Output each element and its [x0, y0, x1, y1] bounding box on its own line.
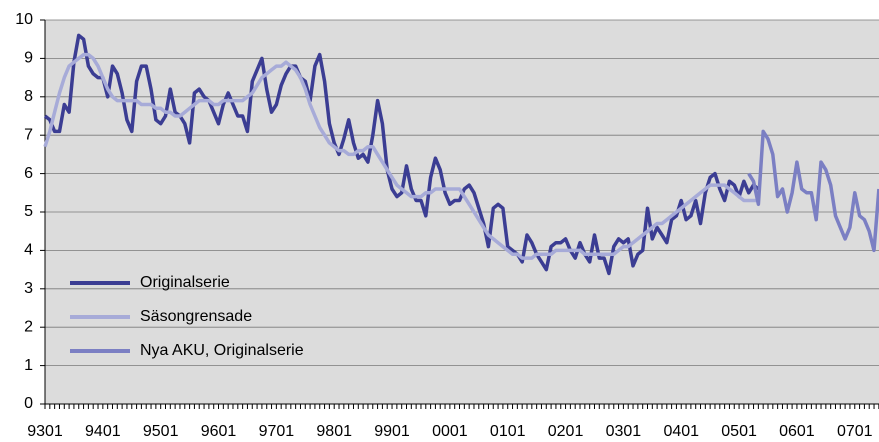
- legend-label: Originalserie: [140, 274, 230, 291]
- x-tick-label: 0201: [548, 423, 584, 440]
- y-tick-label: 5: [24, 203, 33, 220]
- x-tick-label: 0501: [721, 423, 757, 440]
- series-line: [43, 52, 759, 260]
- y-tick-label: 8: [24, 88, 33, 105]
- x-tick-label: 0101: [490, 423, 526, 440]
- y-tick-label: 7: [24, 126, 33, 143]
- x-tick-label: 0001: [432, 423, 468, 440]
- y-tick-label: 3: [24, 280, 33, 297]
- y-tick-label: 4: [24, 242, 33, 259]
- x-tick-label: 9501: [143, 423, 179, 440]
- x-tick-label: 0601: [779, 423, 815, 440]
- y-tick-label: 0: [24, 395, 33, 412]
- x-tick-label: 9301: [27, 423, 63, 440]
- x-tick-label: 9401: [85, 423, 121, 440]
- y-tick-label: 2: [24, 318, 33, 335]
- series-line: [747, 129, 879, 253]
- x-tick-label: 0701: [837, 423, 873, 440]
- x-tick-label: 9701: [259, 423, 295, 440]
- legend-label: Nya AKU, Originalserie: [140, 342, 304, 359]
- x-tick-label: 9601: [201, 423, 237, 440]
- series-line: [43, 33, 760, 276]
- x-tick-label: 0301: [606, 423, 642, 440]
- y-tick-label: 6: [24, 165, 33, 182]
- x-tick-label: 9801: [316, 423, 352, 440]
- x-tick-label: 9901: [374, 423, 410, 440]
- x-tick-label: 0401: [663, 423, 699, 440]
- legend-label: Säsongrensade: [140, 308, 252, 325]
- y-tick-label: 1: [24, 357, 33, 374]
- y-tick-label: 9: [24, 50, 33, 67]
- y-tick-label: 10: [15, 11, 33, 28]
